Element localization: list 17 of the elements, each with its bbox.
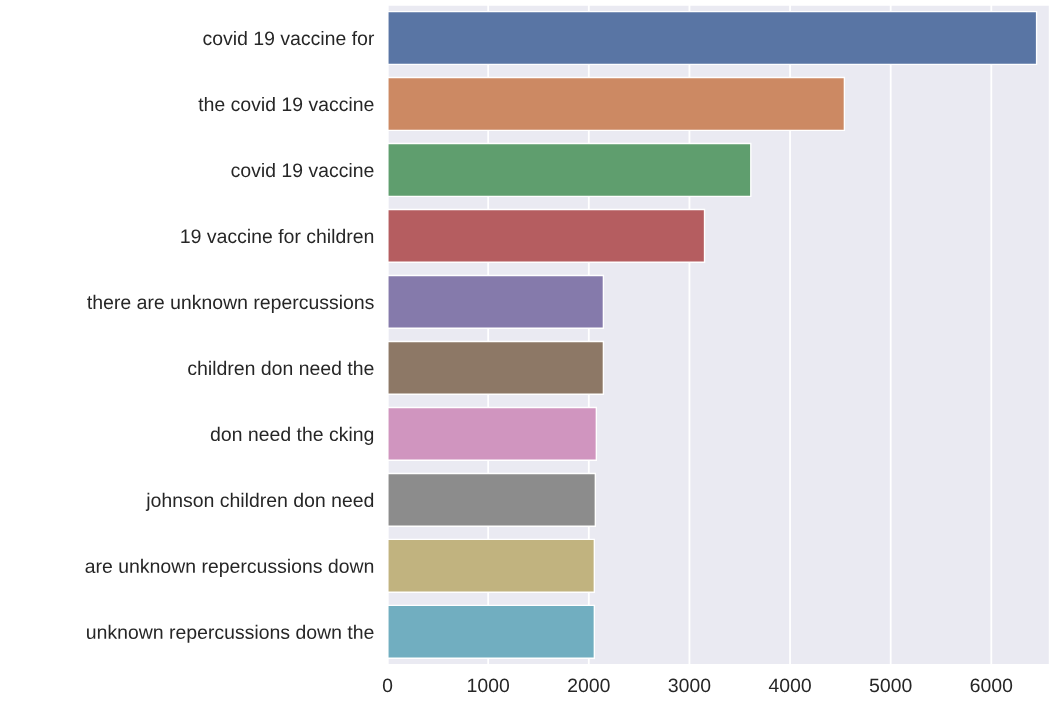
x-tick-label: 6000 [970, 678, 1013, 693]
x-tick-label: 4000 [768, 678, 811, 693]
x-tick-label: 2000 [568, 678, 610, 693]
y-tick-label: covid 19 vaccine [231, 162, 374, 178]
y-tick-label: johnson children don need [145, 492, 374, 511]
y-tick-label: don need the cking [210, 426, 374, 445]
y-tick-label: are unknown repercussions down [85, 558, 374, 577]
y-tick-label: there are unknown repercussions [87, 294, 374, 313]
x-tick-label: 1000 [468, 678, 510, 693]
y-tick-label: unknown repercussions down the [87, 624, 374, 643]
y-tick-label: covid 19 vaccine for [203, 30, 375, 46]
y-tick-label: the covid 19 vaccine [198, 96, 374, 112]
x-tick-label: 5000 [869, 678, 912, 693]
y-tick-label: 19 vaccine for children [181, 228, 374, 244]
x-tick-label: 3000 [668, 678, 711, 693]
x-tick-label: 0 [382, 678, 393, 693]
y-tick-label: children don need the [188, 360, 374, 376]
